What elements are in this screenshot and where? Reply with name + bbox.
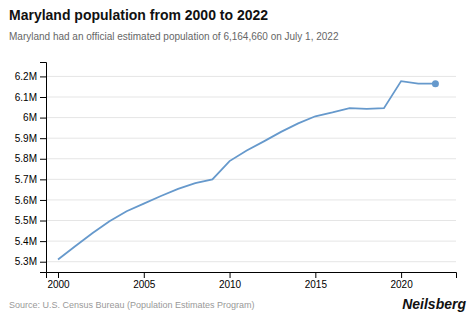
y-tick: 5.7M	[15, 174, 46, 185]
y-tick-mark	[40, 138, 46, 139]
x-tick-label: 2010	[219, 279, 242, 290]
x-tick: 2005	[133, 272, 156, 290]
y-tick-label: 5.8M	[15, 153, 37, 164]
x-axis-line	[47, 273, 457, 279]
source: Source: U.S. Census Bureau (Population E…	[9, 300, 255, 310]
y-tick: 6.2M	[15, 71, 46, 82]
y-tick-label: 5.5M	[15, 215, 37, 226]
y-tick-mark	[40, 179, 46, 180]
x-tick: 2015	[305, 272, 328, 290]
x-tick-mark	[315, 272, 316, 278]
x-tick: 2020	[390, 272, 413, 290]
y-tick-label: 5.3M	[15, 256, 37, 267]
y-tick-label: 5.6M	[15, 195, 37, 206]
grid-line	[46, 76, 456, 77]
y-tick-label: 5.4M	[15, 236, 37, 247]
x-tick-label: 2020	[390, 279, 413, 290]
y-tick-mark	[40, 262, 46, 263]
y-tick: 5.8M	[15, 153, 46, 164]
y-tick-label: 5.9M	[15, 133, 37, 144]
subtitle: Maryland had an official estimated popul…	[9, 31, 339, 42]
grid-line	[46, 179, 456, 180]
x-tick: 2000	[47, 272, 70, 290]
y-tick-label: 6.1M	[15, 92, 37, 103]
grid-line	[46, 97, 456, 98]
y-tick: 6M	[23, 112, 46, 123]
grid-line	[46, 199, 456, 200]
x-axis: 2000 2005 2010 2015 2020	[47, 272, 457, 290]
chart: 2000 2005 2010 2015 2020 5.3M 5.4M 5.5M 5.6M 5.7M…	[0, 0, 474, 316]
title: Maryland population from 2000 to 2022	[9, 7, 268, 23]
y-tick-label: 6M	[23, 112, 37, 123]
y-tick: 5.3M	[15, 256, 46, 267]
grid-line	[46, 117, 456, 118]
line	[58, 81, 435, 259]
y-tick: 5.4M	[15, 236, 46, 247]
x-tick-label: 2015	[305, 279, 328, 290]
grid-line	[46, 261, 456, 262]
x-tick: 2010	[219, 272, 242, 290]
x-tick-label: 2000	[47, 279, 70, 290]
y-tick-label: 5.7M	[15, 174, 37, 185]
x-tick-label: 2005	[133, 279, 156, 290]
grid-line	[46, 158, 456, 159]
x-tick-mark	[401, 272, 402, 278]
grid-line	[46, 138, 456, 139]
y-tick-mark	[40, 159, 46, 160]
grid	[46, 76, 456, 261]
y-axis: 5.3M 5.4M 5.5M 5.6M 5.7M 5.8M 5.9M 6M 6.1M 6.2M	[15, 63, 47, 273]
y-tick-mark	[40, 221, 46, 222]
y-tick-mark	[40, 200, 46, 201]
y-tick-mark	[40, 241, 46, 242]
grid-line	[46, 241, 456, 242]
y-tick: 6.1M	[15, 92, 46, 103]
y-tick-mark	[40, 97, 46, 98]
branding: Neilsberg	[402, 296, 466, 312]
y-tick-label: 6.2M	[15, 71, 37, 82]
y-tick: 5.9M	[15, 133, 46, 144]
grid-line	[46, 220, 456, 221]
x-tick-mark	[230, 272, 231, 278]
y-tick-mark	[40, 118, 46, 119]
y-tick: 5.6M	[15, 195, 46, 206]
y-tick: 5.5M	[15, 215, 46, 226]
plot-area	[58, 80, 439, 259]
end-marker	[432, 80, 439, 87]
x-tick-mark	[144, 272, 145, 278]
y-axis-line	[40, 63, 47, 273]
y-tick-mark	[40, 76, 46, 77]
x-tick-mark	[58, 272, 59, 278]
